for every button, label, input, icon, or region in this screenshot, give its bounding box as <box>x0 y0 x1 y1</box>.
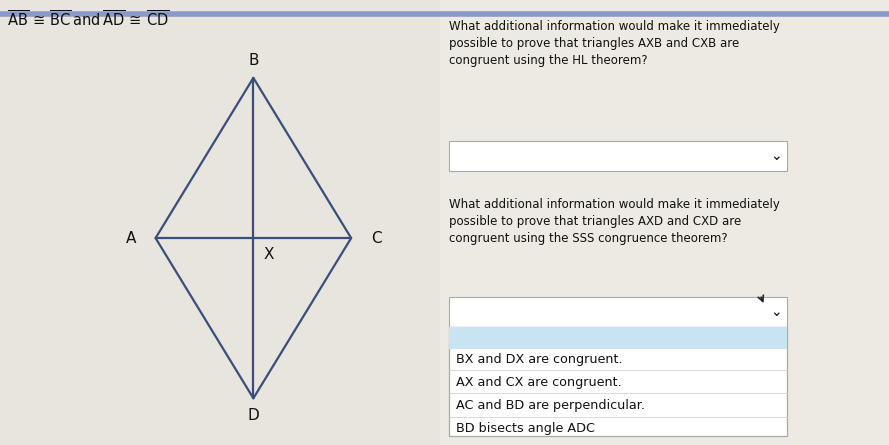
Text: A: A <box>125 231 136 246</box>
Text: BD bisects angle ADC: BD bisects angle ADC <box>456 422 595 435</box>
Text: ⌄: ⌄ <box>770 305 782 319</box>
Text: AX and CX are congruent.: AX and CX are congruent. <box>456 376 621 389</box>
Text: $\overline{\rm AB}$$\,\cong\,$$\overline{\rm BC}$$\,\rm and\,$$\overline{\rm AD}: $\overline{\rm AB}$$\,\cong\,$$\overline… <box>7 10 170 30</box>
Text: BX and DX are congruent.: BX and DX are congruent. <box>456 353 622 366</box>
FancyBboxPatch shape <box>440 0 889 445</box>
FancyBboxPatch shape <box>449 327 787 436</box>
FancyBboxPatch shape <box>449 141 787 171</box>
Text: B: B <box>248 53 259 68</box>
Text: ⌄: ⌄ <box>770 149 782 163</box>
Text: C: C <box>371 231 381 246</box>
Text: What additional information would make it immediately
possible to prove that tri: What additional information would make i… <box>449 198 780 245</box>
Text: D: D <box>247 408 260 423</box>
FancyBboxPatch shape <box>449 327 787 349</box>
Text: X: X <box>264 247 275 262</box>
FancyBboxPatch shape <box>449 297 787 327</box>
Text: What additional information would make it immediately
possible to prove that tri: What additional information would make i… <box>449 20 780 67</box>
Text: AC and BD are perpendicular.: AC and BD are perpendicular. <box>456 399 645 412</box>
